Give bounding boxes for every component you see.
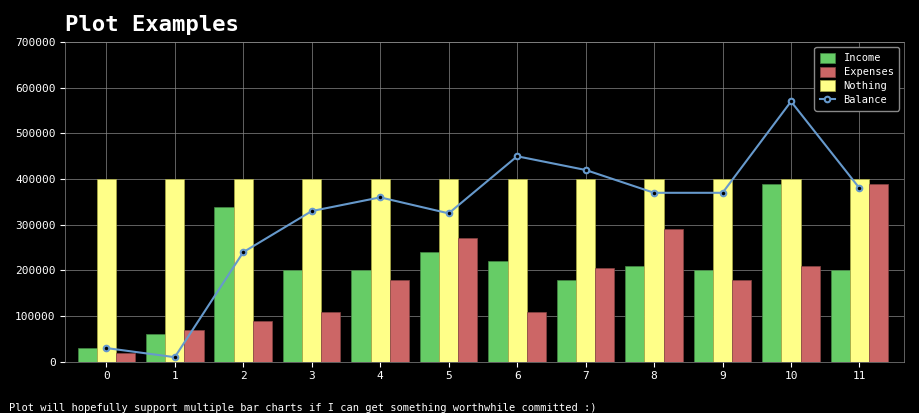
Bar	[459, 238, 478, 362]
Legend: Income, Expenses, Nothing, Balance: Income, Expenses, Nothing, Balance	[814, 47, 899, 111]
Bar	[488, 261, 507, 362]
Bar	[116, 353, 135, 362]
Bar	[713, 179, 732, 362]
Balance	[238, 250, 249, 255]
Bar	[664, 229, 683, 362]
Balance	[580, 168, 591, 173]
Bar	[507, 179, 527, 362]
Bar	[869, 184, 889, 362]
Bar	[96, 179, 116, 362]
Bar	[283, 271, 302, 362]
Bar	[214, 206, 233, 362]
Bar	[77, 348, 96, 362]
Bar	[781, 179, 800, 362]
Bar	[370, 179, 390, 362]
Bar	[165, 179, 185, 362]
Bar	[762, 184, 781, 362]
Balance	[649, 190, 660, 195]
Balance	[786, 99, 797, 104]
Bar	[233, 179, 253, 362]
Balance	[443, 211, 454, 216]
Balance	[169, 355, 180, 360]
Bar	[800, 266, 820, 362]
Bar	[732, 280, 752, 362]
Bar	[185, 330, 203, 362]
Bar	[596, 268, 615, 362]
Balance	[306, 209, 317, 214]
Bar	[351, 271, 370, 362]
Balance	[101, 346, 112, 351]
Balance	[512, 154, 523, 159]
Bar	[644, 179, 664, 362]
Bar	[146, 335, 165, 362]
Bar	[322, 311, 340, 362]
Bar	[625, 266, 644, 362]
Text: Plot Examples: Plot Examples	[65, 15, 239, 35]
Bar	[694, 271, 713, 362]
Bar	[390, 280, 409, 362]
Bar	[850, 179, 869, 362]
Bar	[253, 320, 272, 362]
Text: Plot will hopefully support multiple bar charts if I can get something worthwhil: Plot will hopefully support multiple bar…	[9, 403, 596, 413]
Bar	[576, 179, 596, 362]
Bar	[831, 271, 850, 362]
Line: Balance: Balance	[104, 99, 862, 360]
Balance	[375, 195, 386, 200]
Bar	[420, 252, 439, 362]
Balance	[717, 190, 728, 195]
Balance	[854, 186, 865, 191]
Bar	[302, 179, 322, 362]
Bar	[439, 179, 459, 362]
Bar	[557, 280, 576, 362]
Bar	[527, 311, 546, 362]
